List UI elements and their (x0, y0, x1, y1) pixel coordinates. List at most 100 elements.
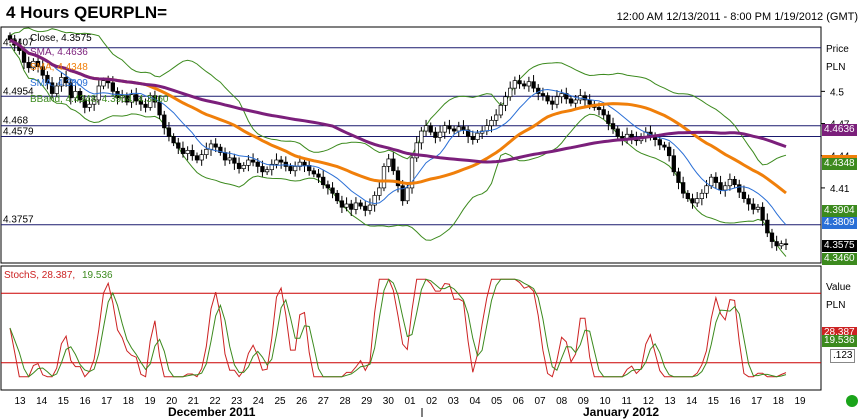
candle-body (311, 170, 317, 175)
candle (554, 90, 560, 109)
candle (59, 72, 64, 92)
candle (63, 70, 69, 87)
x-tick-label-30: 13 (664, 396, 676, 407)
candle (578, 89, 583, 105)
candle-body (596, 107, 602, 110)
candle-body (755, 206, 761, 210)
candle-body (517, 80, 522, 85)
candle (302, 158, 307, 173)
tag-sma1: 4.4636 (822, 124, 857, 136)
candle-body (582, 95, 588, 101)
candle-body (423, 125, 429, 132)
candle-body (512, 80, 518, 89)
candle (606, 110, 611, 131)
candle-body (344, 203, 349, 208)
candle-body (568, 98, 574, 104)
candle (190, 144, 195, 161)
legend-sma1: SMA, 4.4636 (30, 47, 88, 58)
candle (49, 76, 55, 99)
candle-body (732, 178, 737, 186)
candle-body (470, 136, 475, 140)
tag-sma3: 4.3809 (822, 217, 857, 229)
candle-body (606, 114, 611, 124)
candle-body (246, 159, 251, 166)
candle (755, 204, 761, 213)
candle-body (222, 152, 228, 161)
candle (213, 138, 218, 153)
candle-body (475, 132, 480, 140)
x-tick-label-15: 28 (339, 396, 351, 407)
candle-body (49, 82, 55, 94)
candle (349, 199, 354, 217)
candle (171, 133, 176, 147)
candle-body (106, 80, 111, 84)
candle-body (783, 243, 789, 246)
candle-body (176, 142, 181, 149)
month-label-january: January 2012 (583, 405, 660, 419)
candle-body (779, 243, 784, 247)
candle-body (727, 178, 733, 187)
candle (433, 127, 438, 144)
candle-body (278, 159, 284, 163)
candle (269, 159, 274, 176)
candle-body (7, 35, 13, 41)
candle-body (213, 143, 218, 148)
candle (321, 170, 326, 189)
candle (564, 87, 569, 104)
candle (358, 199, 363, 210)
candle (199, 149, 204, 166)
candle (723, 181, 728, 197)
candle-body (353, 202, 359, 210)
stoch-k-line (9, 278, 787, 378)
candle-body (208, 143, 214, 150)
candle-body (40, 66, 45, 76)
x-tick-label-17: 30 (383, 396, 395, 407)
candle-body (746, 198, 751, 205)
x-tick-label-32: 15 (708, 396, 720, 407)
y-tick-label-3: 4.41 (830, 184, 850, 195)
candle (293, 161, 298, 177)
candle-body (550, 100, 555, 105)
candle (335, 190, 340, 204)
tag-bb-upper: 4.4348 (822, 155, 857, 170)
candle-body (391, 158, 396, 172)
x-tick-label-2: 15 (58, 396, 70, 407)
candle (73, 85, 78, 103)
bband-lower-line (9, 43, 787, 257)
candle (194, 152, 200, 164)
candle (241, 162, 246, 172)
candle-body (461, 126, 466, 131)
candle (737, 179, 742, 198)
candle (783, 238, 789, 251)
candle (545, 92, 550, 105)
x-tick-label-22: 05 (491, 396, 503, 407)
candle (451, 125, 457, 135)
candle-body (110, 82, 115, 92)
candle-body (386, 158, 391, 167)
price-axis-unit: PLN (826, 62, 846, 73)
candle (180, 141, 186, 158)
x-tick-label-26: 09 (578, 396, 590, 407)
candle (236, 157, 242, 174)
candle (690, 193, 695, 209)
candle (386, 154, 391, 173)
x-tick-label-35: 18 (773, 396, 785, 407)
legend-bband: BBand, 4.4348, 4.3904, 4.3460 (30, 94, 169, 105)
candle-body (554, 96, 560, 105)
candle (278, 155, 284, 169)
candle-body (456, 126, 461, 132)
price-panel-frame (0, 26, 822, 264)
x-tick-label-31: 14 (686, 396, 698, 407)
candle (208, 139, 214, 156)
candle (671, 149, 676, 176)
candle-body (288, 166, 293, 172)
candle-body (409, 157, 415, 189)
x-tick-label-11: 24 (253, 396, 265, 407)
x-tick-label-28: 11 (621, 396, 632, 407)
candle (550, 96, 555, 111)
x-tick-label-29: 12 (643, 396, 655, 407)
candle (568, 95, 574, 107)
candle-body (194, 155, 200, 161)
candle-body (101, 80, 106, 87)
